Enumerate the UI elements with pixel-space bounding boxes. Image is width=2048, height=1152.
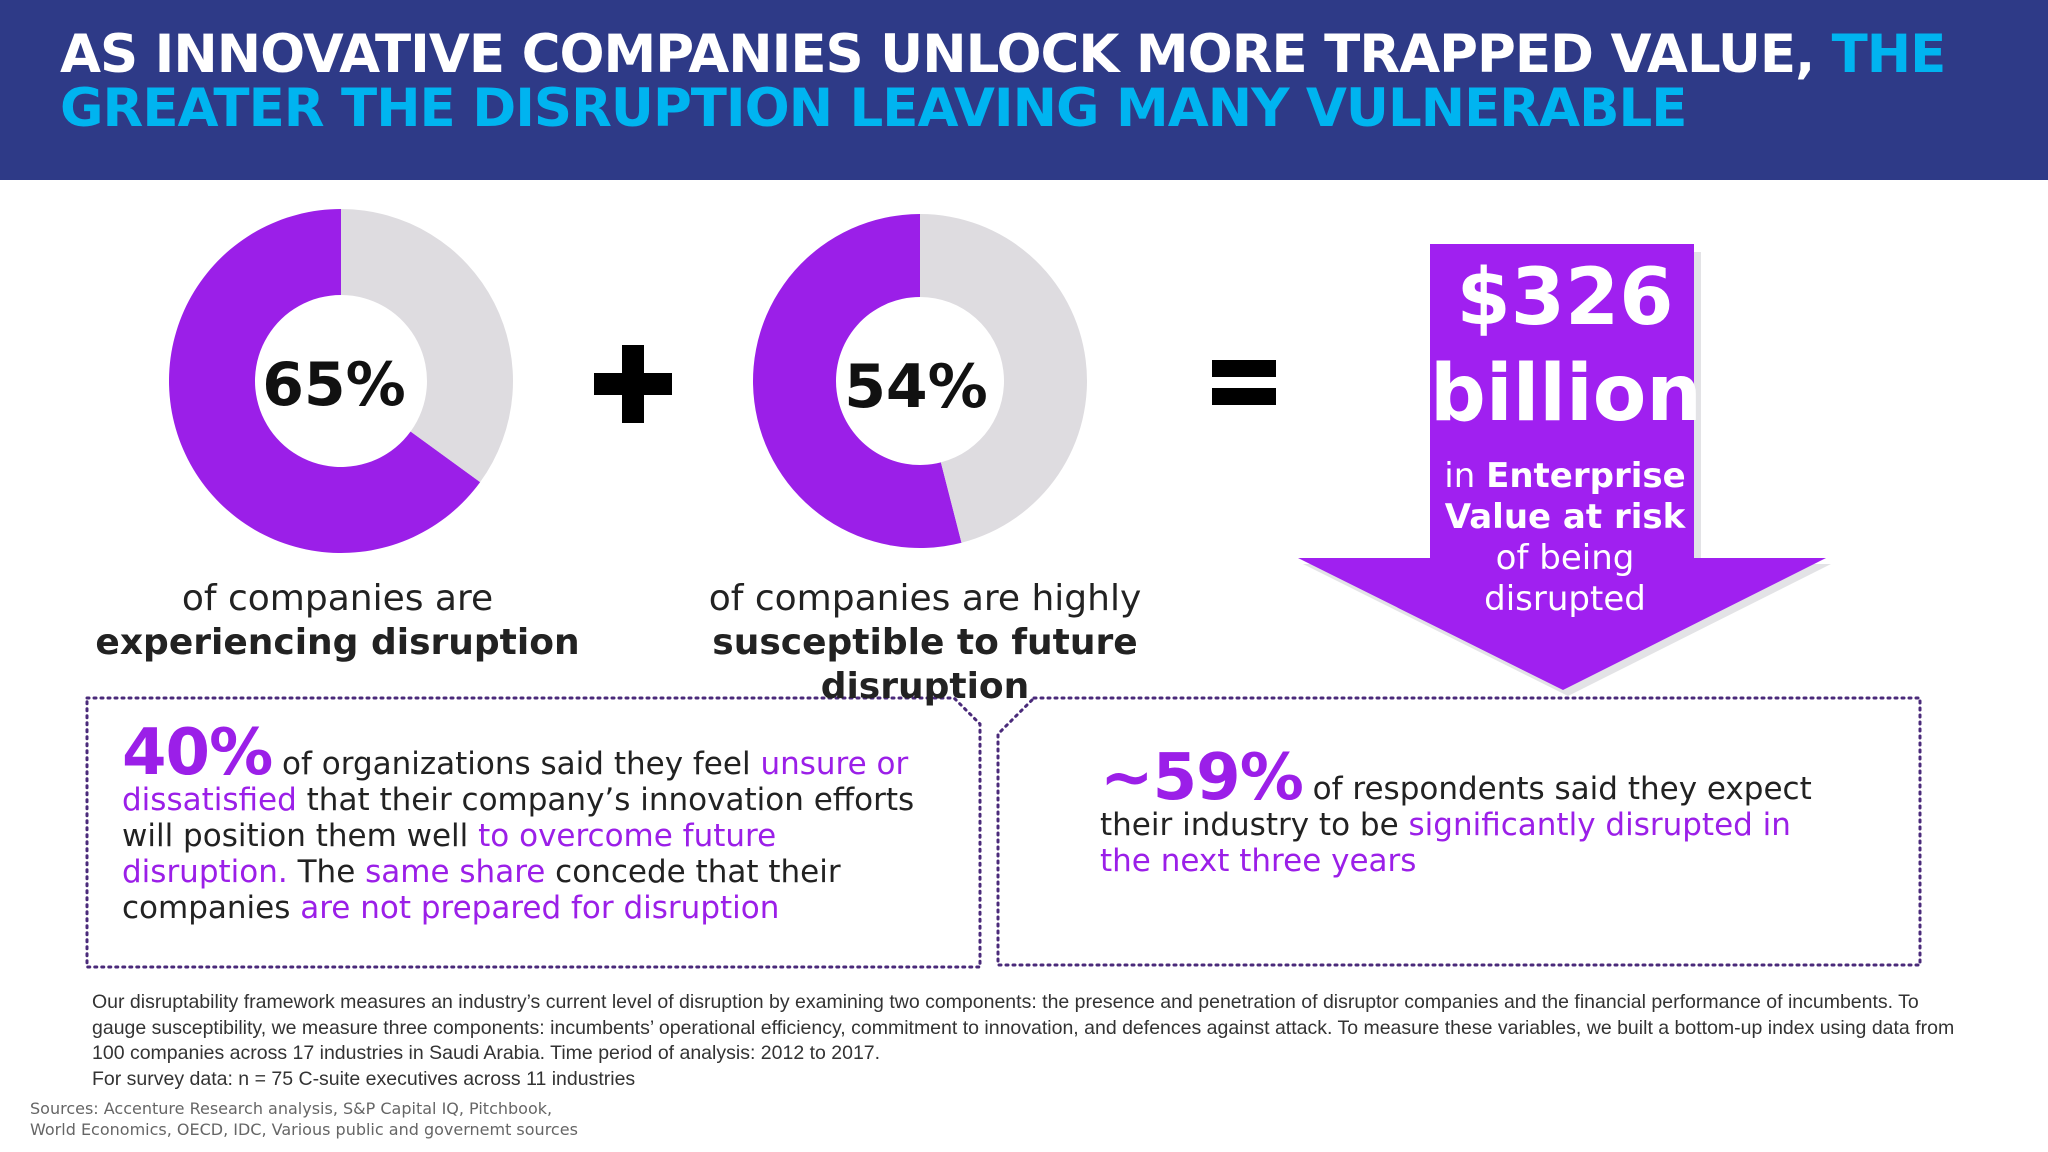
donut-1-caption-line2: experiencing disruption	[95, 622, 580, 663]
donut-2-label: 54%	[844, 352, 988, 422]
donut-2-caption: of companies are highly susceptible to f…	[640, 577, 1210, 709]
infographic-graphics	[85, 209, 1922, 969]
value-line1-pre: in	[1444, 456, 1487, 496]
left-box-stat: 40%	[122, 716, 273, 790]
donut-chart-experiencing	[168, 209, 513, 553]
left-box-highlight-1: unsure or dissatisfied	[122, 746, 909, 818]
value-line2-bold: Value at risk	[1444, 497, 1686, 537]
plus-icon	[594, 345, 672, 423]
right-box-highlight-1: significantly disrupted in the next thre…	[1100, 807, 1791, 879]
left-box-text: 40% of organizations said they feel unsu…	[122, 721, 922, 926]
donut-chart-susceptible	[753, 214, 1087, 548]
sources-line2: World Economics, OECD, IDC, Various publ…	[30, 1120, 578, 1139]
survey-note: For survey data: n = 75 C-suite executiv…	[92, 1067, 636, 1090]
value-amount: $326	[1456, 253, 1674, 343]
sources-note: Sources: Accenture Research analysis, S&…	[30, 1098, 730, 1140]
left-box-text-4: concede that their companies	[122, 854, 841, 926]
right-box-text-1: of respondents said they expect their in…	[1100, 771, 1812, 843]
left-box-text-1: of organizations said they feel	[272, 746, 761, 782]
donut-2-caption-line1: of companies are highly	[708, 578, 1142, 619]
value-unit: billion	[1430, 349, 1702, 439]
donut-2-slice-primary	[753, 214, 962, 548]
donut-1-slice-primary	[168, 209, 481, 553]
title-highlight: THE GREATER THE DISRUPTION LEAVING MANY …	[60, 24, 1946, 139]
value-at-risk-callout: $326 billion in Enterprise Value at risk…	[1430, 250, 1702, 620]
donut-2-caption-line2: susceptible to future disruption	[712, 622, 1138, 707]
value-line3: of being	[1495, 538, 1635, 578]
equals-icon	[1212, 360, 1276, 405]
left-box-highlight-3: same share	[365, 854, 546, 890]
down-arrow-shape	[1298, 244, 1831, 696]
sources-line1: Sources: Accenture Research analysis, S&…	[30, 1099, 553, 1118]
methodology-text: Our disruptability framework measures an…	[92, 991, 1955, 1064]
header-banner: AS INNOVATIVE COMPANIES UNLOCK MORE TRAP…	[0, 0, 2048, 180]
right-box-text: ~59% of respondents said they expect the…	[1100, 746, 1820, 879]
page-title: AS INNOVATIVE COMPANIES UNLOCK MORE TRAP…	[60, 28, 2010, 136]
value-line1-bold: Enterprise	[1486, 456, 1686, 496]
methodology-note: Our disruptability framework measures an…	[92, 990, 1972, 1092]
value-line4: disrupted	[1484, 579, 1646, 619]
left-box-highlight-2: to overcome future disruption.	[122, 818, 777, 890]
right-dotted-box	[996, 696, 1922, 967]
left-dotted-box	[85, 696, 982, 969]
donut-1-label: 65%	[262, 350, 406, 420]
donut-1-caption-line1: of companies are	[181, 578, 494, 619]
left-box-text-2: that their company’s innovation efforts …	[122, 782, 915, 854]
title-white: AS INNOVATIVE COMPANIES UNLOCK MORE TRAP…	[60, 24, 1832, 85]
donut-1-slice-remainder	[341, 209, 513, 483]
left-box-highlight-4: are not prepared for disruption	[300, 890, 780, 926]
right-box-stat: ~59%	[1100, 741, 1304, 815]
left-box-text-3: The	[287, 854, 366, 890]
donut-1-caption: of companies are experiencing disruption	[90, 577, 585, 665]
donut-2-slice-remainder	[920, 214, 1087, 543]
